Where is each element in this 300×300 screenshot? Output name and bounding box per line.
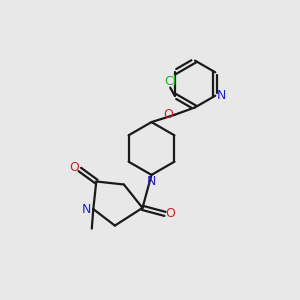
Text: N: N [217, 89, 226, 102]
Text: O: O [166, 207, 175, 220]
Text: Cl: Cl [164, 75, 176, 88]
Text: N: N [147, 175, 156, 188]
Text: N: N [82, 202, 92, 216]
Text: O: O [70, 160, 79, 174]
Text: O: O [163, 108, 173, 121]
